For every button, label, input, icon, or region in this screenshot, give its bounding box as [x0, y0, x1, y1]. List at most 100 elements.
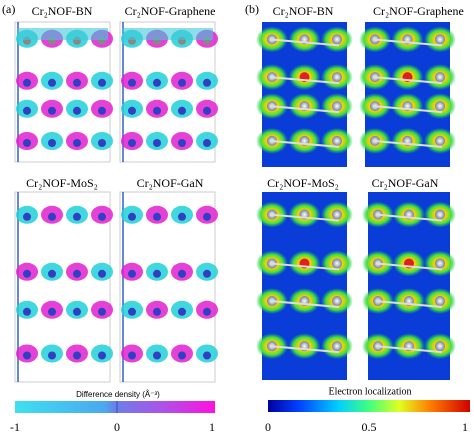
- atom: [435, 296, 445, 307]
- atom: [48, 106, 56, 115]
- atom: [332, 258, 342, 269]
- bond: [372, 38, 443, 47]
- atom: [23, 212, 31, 221]
- atom: [48, 78, 56, 87]
- atom: [48, 351, 56, 360]
- atom: [48, 139, 56, 147]
- atom: [332, 296, 342, 307]
- atom: [23, 307, 31, 316]
- atom: [153, 269, 161, 278]
- atom: [153, 106, 161, 115]
- atom: [73, 212, 81, 221]
- subpanel-title: Cr₂NOF-MoS₂: [26, 176, 98, 190]
- atom: [435, 341, 445, 352]
- atom: [203, 351, 211, 360]
- colorbar-label: Difference density (Å⁻³): [76, 390, 160, 399]
- atom: [128, 269, 136, 278]
- atom: [153, 139, 161, 147]
- bond: [375, 300, 443, 309]
- atom: [178, 307, 186, 316]
- layer: [122, 28, 213, 40]
- atom: [435, 135, 445, 146]
- subpanel-title: Cr₂NOF-BN: [32, 4, 93, 18]
- atom: [73, 139, 81, 147]
- atom: [203, 139, 211, 147]
- atom: [203, 78, 211, 87]
- atom: [73, 307, 81, 316]
- atom: [332, 34, 342, 45]
- bond: [269, 38, 340, 47]
- atom: [98, 269, 106, 278]
- atom: [23, 106, 31, 115]
- atom: [435, 101, 445, 112]
- bond: [269, 139, 340, 148]
- bond: [269, 300, 340, 309]
- atom: [128, 139, 136, 147]
- atom: [153, 78, 161, 87]
- atom: [128, 106, 136, 115]
- atom: [98, 212, 106, 221]
- subpanel-title: Cr₂NOF-Graphene: [125, 4, 216, 18]
- bond: [375, 213, 443, 222]
- atom: [178, 78, 186, 87]
- panel-label: (a): [2, 2, 15, 16]
- atom: [178, 106, 186, 115]
- atom: [435, 209, 445, 220]
- atom: [203, 307, 211, 316]
- atom: [203, 212, 211, 221]
- atom: [23, 139, 31, 147]
- bond: [269, 262, 340, 271]
- atom: [153, 307, 161, 316]
- atom: [23, 78, 31, 87]
- atom: [332, 101, 342, 112]
- colorbar-label: Electron localization: [328, 386, 411, 397]
- colorbar-tick-label: 1: [209, 420, 215, 433]
- atom: [48, 269, 56, 278]
- bond: [372, 76, 443, 85]
- atom: [98, 78, 106, 87]
- colorbar-tick-label: 1: [462, 420, 468, 433]
- atom: [48, 307, 56, 316]
- colorbar-tick-label: 0: [265, 420, 271, 433]
- subpanel-title: Cr₂NOF-MoS₂: [267, 176, 339, 190]
- atom: [23, 351, 31, 360]
- atom: [98, 307, 106, 316]
- atom: [73, 106, 81, 115]
- atom: [153, 212, 161, 221]
- atom: [203, 106, 211, 115]
- atom: [203, 269, 211, 278]
- atom: [98, 351, 106, 360]
- bond: [269, 105, 340, 114]
- atom: [153, 351, 161, 360]
- bond: [269, 213, 340, 222]
- panel-label: (b): [245, 2, 259, 16]
- atom: [73, 78, 81, 87]
- layer: [17, 28, 108, 40]
- subpanel-title: Cr₂NOF-GaN: [372, 176, 439, 190]
- atom: [128, 212, 136, 221]
- bond: [372, 139, 443, 148]
- bond: [269, 76, 340, 85]
- atom: [178, 139, 186, 147]
- atom: [128, 351, 136, 360]
- colorbar-tick-label: 0.5: [362, 420, 377, 433]
- bond: [269, 345, 340, 354]
- atom: [48, 212, 56, 221]
- bond: [372, 105, 443, 114]
- atom: [98, 106, 106, 115]
- subpanel-title: Cr₂NOF-BN: [273, 4, 334, 18]
- bond: [375, 262, 443, 271]
- atom: [332, 72, 342, 83]
- subpanel-title: Cr₂NOF-GaN: [137, 176, 204, 190]
- atom: [435, 34, 445, 45]
- atom: [178, 212, 186, 221]
- structures: [14, 21, 456, 383]
- atom: [178, 269, 186, 278]
- atom: [73, 351, 81, 360]
- atom: [332, 341, 342, 352]
- colorbar: [15, 401, 215, 413]
- atom: [98, 139, 106, 147]
- atom: [435, 72, 445, 83]
- bond: [375, 345, 443, 354]
